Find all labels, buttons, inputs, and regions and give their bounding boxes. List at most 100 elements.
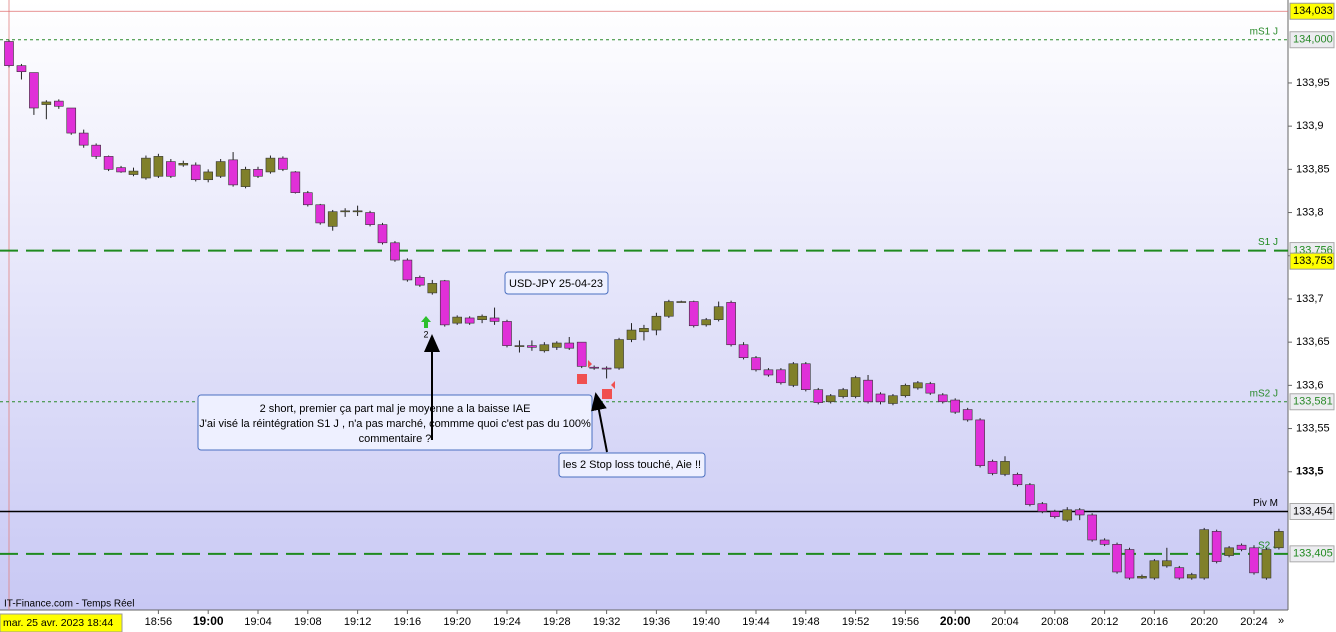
- x-tick-label: 19:32: [593, 616, 621, 628]
- candle-body: [365, 212, 375, 225]
- candle-body: [240, 169, 251, 187]
- candle-body: [502, 321, 512, 346]
- candle-body: [377, 224, 388, 244]
- date-label: mar. 25 avr. 2023 18:44: [3, 617, 113, 629]
- level-label: 133,581: [1293, 396, 1333, 408]
- scroll-button[interactable]: »: [1278, 615, 1284, 627]
- candle-body: [1274, 531, 1284, 549]
- candle-body: [91, 144, 101, 157]
- candle-body: [514, 345, 525, 347]
- candle-body: [116, 167, 126, 173]
- y-tick-label: 133,9: [1296, 120, 1324, 132]
- candle-body: [278, 157, 288, 170]
- candle-body: [825, 395, 836, 403]
- y-tick-label: 133,6: [1296, 379, 1324, 391]
- candle-body: [16, 65, 27, 73]
- stop-marker: [577, 374, 587, 384]
- x-tick-label: 19:24: [493, 616, 521, 628]
- candle-body: [253, 169, 263, 177]
- x-tick-label: 20:04: [991, 616, 1019, 628]
- comment-line: commentaire ?: [359, 433, 432, 445]
- level-label: 133,454: [1293, 505, 1333, 517]
- candle-body: [1249, 547, 1259, 574]
- candle-body: [415, 277, 425, 286]
- candle-body: [215, 161, 226, 177]
- stop-marker: [602, 389, 612, 399]
- candle-body: [340, 210, 350, 213]
- candle-body: [676, 301, 687, 303]
- candle-body: [1037, 503, 1048, 512]
- candle-body: [190, 164, 201, 181]
- candle-body: [551, 342, 562, 348]
- candle-body: [141, 157, 151, 179]
- buy-signal: [421, 316, 431, 328]
- candle-body: [1050, 511, 1060, 517]
- last-price-bg: [1289, 252, 1335, 270]
- candle-body: [1186, 574, 1197, 579]
- y-tick-label: 133,5: [1296, 466, 1324, 478]
- candle-body: [178, 163, 189, 166]
- candle-body: [439, 280, 450, 326]
- x-tick-label: 19:56: [892, 616, 920, 628]
- candle-body: [265, 157, 276, 173]
- candle-body: [564, 342, 575, 349]
- time-axis-bg: [0, 610, 1288, 632]
- candle-body: [763, 369, 774, 376]
- candle-body: [1112, 544, 1122, 573]
- date-label-bg: [0, 613, 123, 632]
- candle-body: [427, 283, 438, 294]
- candle-body: [800, 363, 811, 390]
- level-name: mS1 J: [1250, 26, 1278, 37]
- x-tick-label: 19:04: [244, 616, 272, 628]
- candle-body: [228, 159, 238, 186]
- candle-body: [813, 389, 824, 403]
- candle-body: [738, 344, 749, 359]
- level-label: 133,405: [1293, 548, 1333, 560]
- candle-body: [103, 156, 114, 170]
- x-tick-label: 20:12: [1091, 616, 1119, 628]
- signal-count: 2: [423, 329, 428, 339]
- candle-body: [390, 242, 400, 261]
- candle-body: [66, 107, 77, 134]
- level-name: mS2 J: [1250, 388, 1278, 399]
- high-label-bg: [1289, 2, 1335, 20]
- candle-body: [452, 316, 463, 324]
- candle-body: [29, 72, 39, 109]
- candle-body: [315, 204, 326, 224]
- candle-body: [651, 315, 662, 331]
- candle-body: [1236, 544, 1247, 550]
- candle-body: [1137, 576, 1147, 579]
- level-label-bg: [1289, 393, 1335, 411]
- candle-body: [576, 341, 587, 367]
- last-price-label: 133,753: [1293, 255, 1333, 267]
- x-tick-label: 19:00: [193, 614, 224, 628]
- candle-body: [464, 317, 475, 324]
- x-tick-label: 20:16: [1141, 616, 1169, 628]
- high-label: 134,033: [1293, 5, 1333, 17]
- candle-body: [477, 315, 487, 320]
- x-tick-label: 19:28: [543, 616, 571, 628]
- x-tick-label: 19:36: [643, 616, 671, 628]
- candle-body: [950, 399, 961, 413]
- comment-line: 2 short, premier ça part mal je moyenne …: [260, 403, 531, 415]
- y-tick-label: 133,95: [1296, 77, 1330, 89]
- candle-body: [900, 385, 911, 397]
- annotation-box: [504, 271, 609, 295]
- candle-body: [937, 394, 948, 403]
- candle-body: [203, 171, 213, 181]
- stop-box: [558, 452, 706, 478]
- stop-text: les 2 Stop loss touché, Aie !!: [563, 459, 701, 471]
- candle-body: [53, 100, 64, 107]
- x-tick-label: 19:16: [394, 616, 422, 628]
- candle-body: [489, 317, 500, 322]
- candle-body: [664, 301, 674, 317]
- candle-body: [713, 306, 724, 320]
- candle-body: [4, 41, 14, 66]
- candle-body: [701, 319, 712, 326]
- level-label-bg: [1289, 503, 1335, 521]
- x-tick-label: 18:56: [145, 616, 173, 628]
- candle-body: [975, 419, 985, 467]
- candle-body: [1224, 547, 1234, 556]
- arrow: [591, 392, 608, 453]
